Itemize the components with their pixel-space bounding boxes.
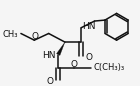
Text: O: O xyxy=(32,32,39,41)
Text: O: O xyxy=(46,77,53,86)
Text: C(CH₃)₃: C(CH₃)₃ xyxy=(94,63,125,72)
Text: O: O xyxy=(86,53,93,62)
Polygon shape xyxy=(57,42,65,55)
Text: CH₃: CH₃ xyxy=(3,30,18,39)
Text: O: O xyxy=(71,60,78,69)
Text: HN: HN xyxy=(42,51,55,60)
Text: HN: HN xyxy=(82,22,96,31)
